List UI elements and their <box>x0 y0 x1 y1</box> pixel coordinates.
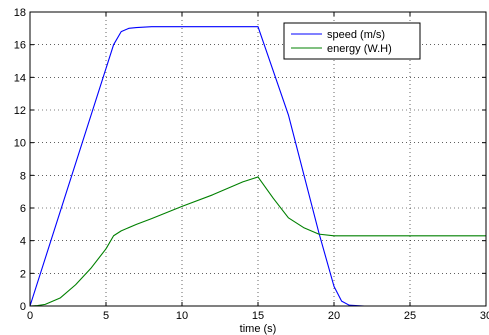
y-tick-label: 8 <box>20 170 26 182</box>
y-tick-label: 6 <box>20 203 26 215</box>
series-line-energy <box>29 176 486 307</box>
x-tick-label: 30 <box>480 310 489 322</box>
series-lines <box>29 26 486 307</box>
legend: speed (m/s) energy (W.H) <box>283 22 421 60</box>
y-tick-labels: 0 2 4 6 8 10 12 14 16 18 <box>14 7 26 313</box>
legend-box <box>283 22 421 60</box>
y-tick-label: 18 <box>14 7 26 19</box>
y-tick-label: 16 <box>14 40 26 52</box>
y-tick-label: 4 <box>20 236 26 248</box>
y-tick-label: 0 <box>20 301 26 313</box>
legend-label: energy (W.H) <box>327 43 392 55</box>
grid-lines <box>30 12 486 306</box>
y-tick-label: 12 <box>14 105 26 117</box>
x-tick-label: 5 <box>103 310 109 322</box>
x-tick-label: 25 <box>404 310 416 322</box>
legend-label: speed (m/s) <box>327 29 385 41</box>
x-axis-label: time (s) <box>240 323 277 335</box>
y-tick-label: 2 <box>20 268 26 280</box>
series-line-speed <box>29 26 486 307</box>
x-tick-label: 20 <box>328 310 340 322</box>
axis-ticks <box>29 11 487 307</box>
y-tick-label: 10 <box>14 138 26 150</box>
y-tick-label: 14 <box>14 72 26 84</box>
x-tick-label: 15 <box>252 310 264 322</box>
x-tick-label: 10 <box>176 310 188 322</box>
x-tick-labels: 0 5 10 15 20 25 30 <box>27 310 489 322</box>
x-tick-label: 0 <box>27 310 33 322</box>
